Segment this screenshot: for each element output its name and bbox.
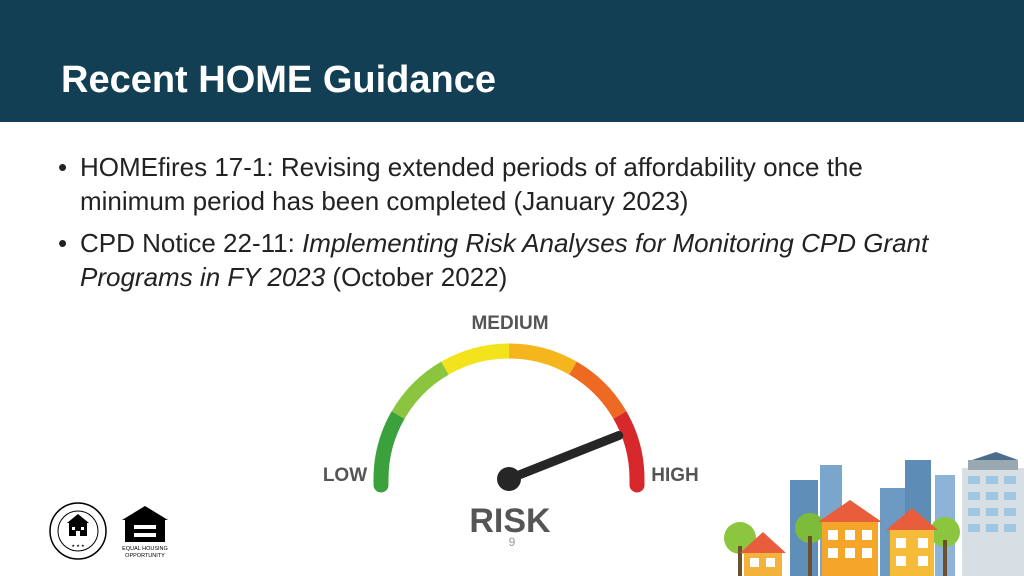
- gauge-pivot: [497, 467, 521, 491]
- bullet-prefix: CPD Notice 22-11:: [80, 228, 303, 258]
- slide-title: Recent HOME Guidance: [61, 59, 496, 101]
- svg-text:★ ★ ★: ★ ★ ★: [71, 543, 85, 548]
- bullet-italic-title: Implementing Risk Analyses for Monitorin…: [80, 228, 929, 292]
- gauge-segment: [441, 343, 510, 375]
- city-illustration-icon: [724, 452, 1024, 576]
- hud-seal-icon: ★ ★ ★: [49, 502, 107, 560]
- gauge-segment: [569, 361, 627, 419]
- bullet-text: HOMEfires 17-1: Revising extended period…: [80, 152, 863, 216]
- bullet-item: HOMEfires 17-1: Revising extended period…: [58, 150, 958, 218]
- svg-text:EQUAL HOUSING: EQUAL HOUSING: [122, 546, 168, 552]
- equal-housing-icon: EQUAL HOUSING OPPORTUNITY: [122, 506, 168, 559]
- bullet-list: HOMEfires 17-1: Revising extended period…: [58, 150, 958, 302]
- gauge-segment: [613, 411, 645, 480]
- gauge-label-risk: RISK: [469, 502, 551, 540]
- gauge-label-low: LOW: [323, 465, 367, 486]
- title-bar: [0, 0, 1024, 122]
- risk-gauge: MEDIUM LOW HIGH RISK: [323, 313, 699, 540]
- gauge-segment: [508, 343, 577, 375]
- gauge-needle: [504, 431, 624, 484]
- gauge-arcs: [373, 343, 645, 493]
- gauge-segment: [373, 411, 405, 480]
- bullet-suffix: (October 2022): [325, 262, 508, 292]
- gauge-label-high: HIGH: [651, 465, 699, 486]
- svg-text:OPPORTUNITY: OPPORTUNITY: [125, 553, 165, 559]
- bullet-item: CPD Notice 22-11: Implementing Risk Anal…: [58, 226, 958, 294]
- page-number: 9: [508, 535, 516, 549]
- gauge-segment: [391, 361, 449, 419]
- agency-logos: ★ ★ ★ EQUAL HOUSING OPPORTUNITY: [49, 502, 168, 560]
- gauge-label-medium: MEDIUM: [471, 313, 548, 334]
